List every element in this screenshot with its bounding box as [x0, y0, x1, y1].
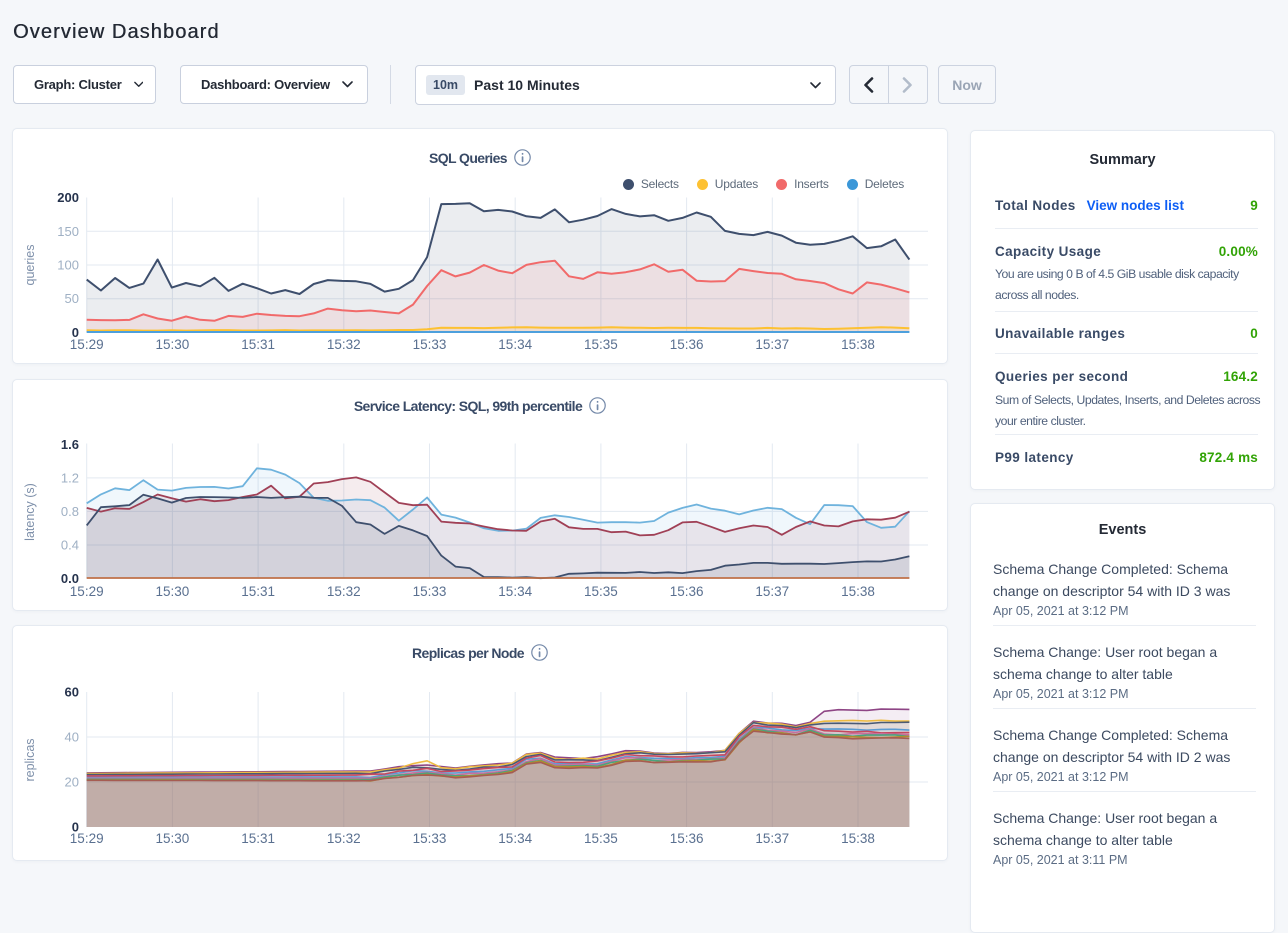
svg-text:15:29: 15:29: [70, 337, 104, 352]
svg-text:15:34: 15:34: [498, 831, 532, 846]
svg-text:20: 20: [65, 775, 79, 790]
svg-text:15:38: 15:38: [841, 337, 875, 352]
svg-text:15:29: 15:29: [70, 584, 104, 599]
svg-text:15:34: 15:34: [498, 337, 532, 352]
svg-text:15:30: 15:30: [156, 337, 190, 352]
svg-text:15:32: 15:32: [327, 337, 361, 352]
svg-text:15:36: 15:36: [670, 337, 704, 352]
svg-text:15:31: 15:31: [241, 337, 275, 352]
svg-text:15:37: 15:37: [755, 831, 789, 846]
svg-text:15:29: 15:29: [70, 831, 104, 846]
svg-text:50: 50: [65, 291, 79, 306]
svg-text:15:33: 15:33: [413, 831, 447, 846]
svg-text:0.0: 0.0: [61, 571, 79, 586]
svg-text:15:34: 15:34: [498, 584, 532, 599]
svg-text:200: 200: [57, 190, 79, 205]
svg-text:40: 40: [65, 730, 79, 745]
svg-text:0.4: 0.4: [61, 537, 79, 552]
svg-text:15:35: 15:35: [584, 584, 618, 599]
svg-text:0.8: 0.8: [61, 504, 79, 519]
svg-text:15:33: 15:33: [413, 584, 447, 599]
svg-text:15:37: 15:37: [755, 337, 789, 352]
svg-text:15:35: 15:35: [584, 831, 618, 846]
svg-text:15:38: 15:38: [841, 584, 875, 599]
svg-text:60: 60: [65, 685, 79, 700]
svg-text:0: 0: [72, 325, 79, 340]
svg-text:15:36: 15:36: [670, 584, 704, 599]
svg-text:15:31: 15:31: [241, 584, 275, 599]
svg-text:1.2: 1.2: [61, 470, 79, 485]
svg-text:15:32: 15:32: [327, 584, 361, 599]
svg-text:15:30: 15:30: [156, 584, 190, 599]
svg-text:15:31: 15:31: [241, 831, 275, 846]
svg-text:15:33: 15:33: [413, 337, 447, 352]
svg-text:100: 100: [57, 258, 79, 273]
svg-text:15:38: 15:38: [841, 831, 875, 846]
svg-text:15:37: 15:37: [755, 584, 789, 599]
svg-text:15:35: 15:35: [584, 337, 618, 352]
svg-text:0: 0: [72, 820, 79, 835]
svg-text:150: 150: [57, 224, 79, 239]
svg-text:15:32: 15:32: [327, 831, 361, 846]
svg-text:replicas: replicas: [23, 738, 37, 781]
svg-text:latency (s): latency (s): [23, 483, 37, 541]
svg-text:15:36: 15:36: [670, 831, 704, 846]
svg-text:15:30: 15:30: [156, 831, 190, 846]
svg-text:queries: queries: [23, 245, 37, 286]
svg-text:1.6: 1.6: [61, 437, 79, 452]
